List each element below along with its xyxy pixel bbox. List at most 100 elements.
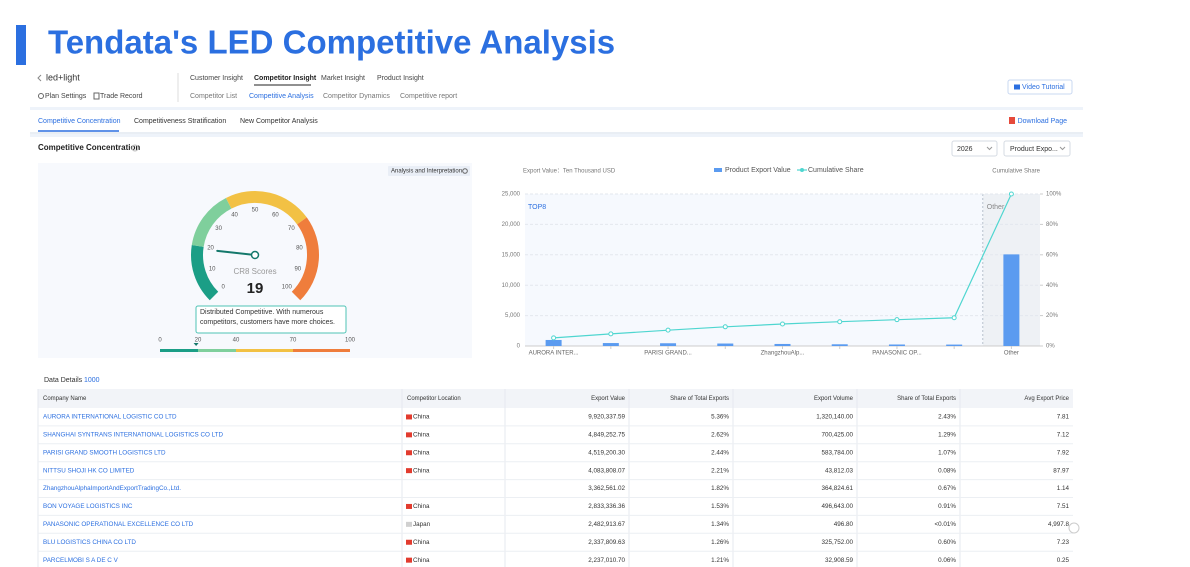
flag [406,521,412,527]
company-link[interactable]: PANASONIC OPERATIONAL EXCELLENCE CO LTD [43,521,194,528]
back-icon[interactable] [37,74,42,82]
cell-value: 0.91% [938,503,956,510]
cell-value: 583,784.00 [821,449,853,456]
scale-tick-label: 40 [233,338,240,344]
nav-item[interactable]: Market Insight [321,75,365,82]
line-point [551,335,557,341]
nav-item[interactable]: Customer Insight [190,75,243,82]
subnav-item[interactable]: Competitive Analysis [249,93,314,100]
y2-tick-label: 60% [1046,252,1059,258]
flag [406,468,412,474]
y-tick-label: 20,000 [502,222,521,228]
column-header: Export Value [591,396,626,402]
section-title: Competitive Concentration [38,143,140,152]
legend-swatch [714,168,722,172]
subnav-item[interactable]: Competitor List [190,93,237,100]
gauge-arc [225,191,307,225]
tab[interactable]: Competitiveness Stratification [134,118,226,125]
subnav-item[interactable]: Competitor Dynamics [323,93,390,100]
gauge-tick-label: 20 [207,246,214,252]
company-link[interactable]: AURORA INTERNATIONAL LOGISTIC CO LTD [43,414,177,421]
metric-value[interactable]: Product Expo... [1010,146,1058,153]
bar [660,343,677,346]
company-link[interactable]: PARISI GRAND SMOOTH LOGISTICS LTD [43,449,166,456]
title-accent [16,25,26,65]
year-value[interactable]: 2026 [957,146,973,153]
trade-record[interactable]: Trade Record [100,93,143,100]
line-point [951,315,957,321]
scale-segment [160,349,198,352]
y-tick-label: 5,000 [505,313,521,319]
company-link[interactable]: SHANGHAI SYNTRANS INTERNATIONAL LOGISTIC… [43,432,224,439]
download-icon [1009,117,1015,124]
y2-axis-label: Cumulative Share [992,169,1040,175]
x-tick-label: PANASONIC OP... [872,351,922,357]
float-button[interactable] [1068,522,1080,534]
location: China [413,557,430,564]
location: China [413,539,430,546]
nav-item[interactable]: Competitor Insight [254,75,317,82]
download-page[interactable]: Download Page [1018,118,1068,125]
bar [717,343,734,346]
cell-value: 1.34% [711,521,729,528]
company-link[interactable]: ZhangzhouAlphaImportAndExportTradingCo.,… [43,485,181,492]
legend-label[interactable]: Cumulative Share [808,167,864,174]
analysis-button-label[interactable]: Analysis and Interpretation [391,169,462,175]
cell-value: 364,824.61 [821,485,853,492]
company-link[interactable]: PARCELMOBI S A DE C V [43,557,119,564]
cell-value: 3,362,561.02 [588,485,625,492]
location: China [413,414,430,421]
gauge-tick-label: 30 [215,226,222,232]
cell-value: 2,237,010.70 [588,557,625,564]
y2-tick-label: 0% [1046,344,1055,350]
line-point [722,324,728,330]
y-tick-label: 0 [517,344,521,350]
cell-value: 2.44% [711,449,729,456]
cell-value: 0.08% [938,467,956,474]
video-tutorial[interactable]: Video Tutorial [1022,84,1065,91]
plan-settings[interactable]: Plan Settings [45,93,87,100]
location: China [413,449,430,456]
cell-value: 496.80 [834,521,854,528]
cell-value: 1.21% [711,557,729,564]
y-tick-label: 25,000 [502,192,521,198]
bar [602,343,619,346]
tab[interactable]: New Competitor Analysis [240,118,318,125]
gauge-tick-label: 10 [209,266,216,272]
bar [888,344,905,346]
year-select[interactable] [951,140,998,157]
company-link[interactable]: BLU LOGISTICS CHINA CO LTD [43,539,136,546]
chevron [1059,146,1066,151]
chevron [986,146,993,151]
legend-label[interactable]: Product Export Value [725,167,791,174]
nav-item[interactable]: Product Insight [377,75,424,82]
video-icon [1014,84,1020,90]
y-tick-label: 15,000 [502,252,521,258]
cell-value: 7.92 [1057,449,1070,456]
cell-value: 2,833,336.36 [588,503,625,510]
cell-value: 4,849,252.75 [588,432,625,439]
cell-value: 0.06% [938,557,956,564]
subnav-item[interactable]: Competitive report [400,93,457,100]
gauge-arc [191,244,219,301]
video-button[interactable] [1007,79,1073,95]
table-count: 1000 [84,377,100,384]
tab[interactable]: Competitive Concentration [38,118,121,125]
search-keyword[interactable]: led+light [46,72,80,82]
analysis-button[interactable] [388,166,470,176]
line-point [1008,191,1014,197]
tooltip-text: Distributed Competitive. With numerous c… [200,309,335,326]
company-link[interactable]: NITTSU SHOJI HK CO LIMITED [43,467,135,474]
gauge-arc [191,197,232,248]
metric-select[interactable] [1003,140,1071,157]
cell-value: 1.07% [938,449,956,456]
gauge-tick-label: 70 [288,226,295,232]
cell-value: 0.60% [938,539,956,546]
company-link[interactable]: BON VOYAGE LOGISTICS INC [43,503,133,510]
column-header: Avg Export Price [1024,396,1069,402]
scale-segment [293,349,350,352]
flag [406,539,412,545]
scale-marker [193,343,199,346]
column-header: Share of Total Exports [670,396,729,402]
